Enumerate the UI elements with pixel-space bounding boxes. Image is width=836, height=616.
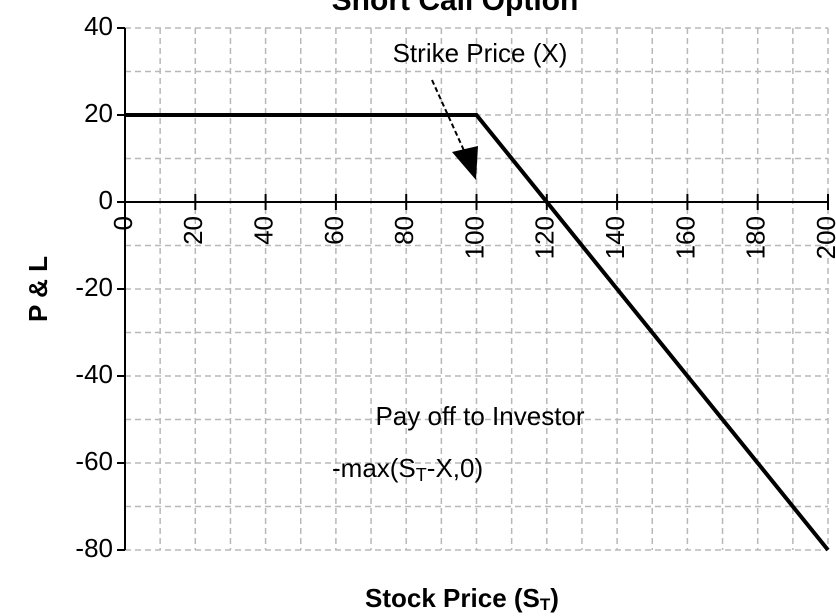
x-tick-label: 60 bbox=[319, 216, 349, 245]
payoff-line bbox=[125, 113, 830, 552]
x-axis-label-part: Stock Price (S bbox=[365, 583, 540, 613]
y-tick-label: 20 bbox=[84, 98, 113, 128]
y-axis-label: P & L bbox=[23, 256, 53, 322]
formula-sub: T bbox=[416, 465, 427, 485]
formula-annotation: -max(ST-X,0) bbox=[332, 453, 483, 485]
arrow-head bbox=[452, 146, 478, 180]
x-axis-label-sub: T bbox=[540, 595, 551, 614]
strike-arrow bbox=[431, 79, 478, 180]
y-tick-label: -20 bbox=[75, 272, 113, 302]
x-tick-label: 120 bbox=[530, 216, 560, 259]
y-tick-label: -80 bbox=[75, 533, 113, 563]
x-tick-label: 40 bbox=[248, 216, 278, 245]
x-tick-label: 160 bbox=[670, 216, 700, 259]
y-tick-label: -40 bbox=[75, 359, 113, 389]
formula-part: -max(S bbox=[332, 453, 416, 483]
x-tick-label: 0 bbox=[108, 216, 138, 230]
x-axis-label: Stock Price (ST) bbox=[365, 583, 559, 615]
x-tick-label: 200 bbox=[811, 216, 836, 259]
x-tick-label: 180 bbox=[741, 216, 771, 259]
chart-title: Short Call Option bbox=[332, 0, 579, 17]
payoff-annotation: Pay off to Investor bbox=[375, 401, 584, 431]
x-tick-label: 80 bbox=[389, 216, 419, 245]
y-tick-label: 0 bbox=[99, 185, 113, 215]
y-tick-label: 40 bbox=[84, 11, 113, 41]
x-tick-label: 100 bbox=[459, 216, 489, 259]
y-tick-label: -60 bbox=[75, 446, 113, 476]
formula-part: -X,0) bbox=[427, 453, 483, 483]
x-tick-label: 20 bbox=[178, 216, 208, 245]
x-tick-label: 140 bbox=[600, 216, 630, 259]
x-axis-label-part: ) bbox=[550, 583, 559, 613]
arrow-shaft bbox=[431, 79, 467, 156]
strike-annotation: Strike Price (X) bbox=[393, 38, 568, 68]
